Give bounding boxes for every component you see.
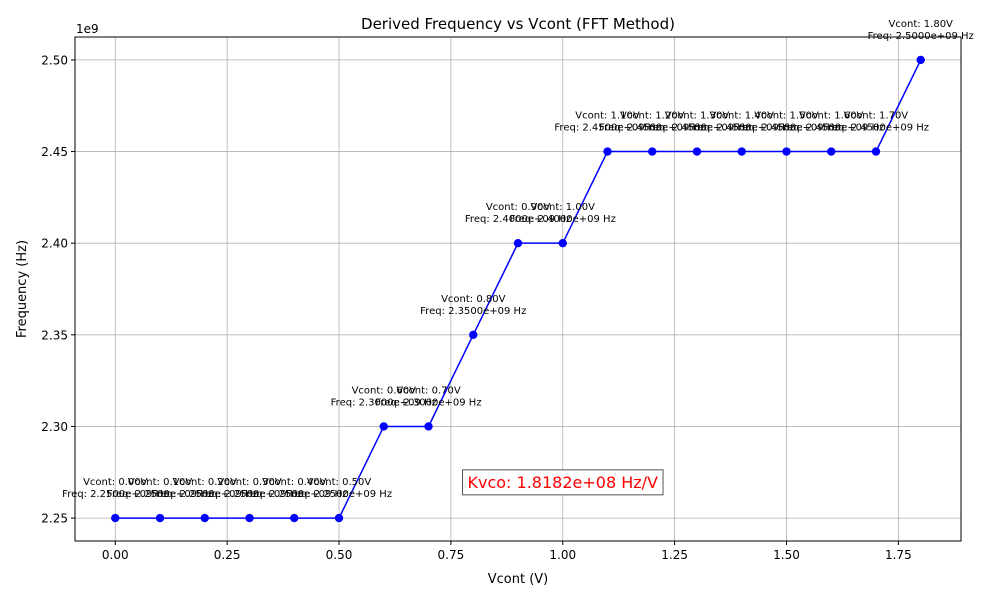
point-label-vcont: Vcont: 1.00V [531, 202, 596, 213]
point-label-vcont: Vcont: 1.30V [665, 111, 730, 122]
point-label-vcont: Vcont: 0.90V [486, 202, 551, 213]
point-label-vcont: Vcont: 1.70V [844, 111, 909, 122]
kvco-text: Kvco: 1.8182e+08 Hz/V [468, 473, 659, 492]
point-label-freq: Freq: 2.2500e+09 Hz [286, 489, 392, 500]
y-axis-label: Frequency (Hz) [15, 240, 30, 338]
x-tick-label: 1.25 [661, 548, 688, 562]
point-label-vcont: Vcont: 1.40V [710, 111, 775, 122]
point-label-freq: Freq: 2.3000e+09 Hz [375, 397, 481, 408]
x-axis-label: Vcont (V) [488, 572, 549, 587]
point-label-vcont: Vcont: 0.20V [173, 477, 238, 488]
data-points [111, 55, 925, 523]
point-label-vcont: Vcont: 1.20V [620, 111, 685, 122]
point-label-freq: Freq: 2.4500e+09 Hz [823, 123, 929, 134]
data-point [155, 513, 165, 523]
point-label-vcont: Vcont: 0.80V [441, 294, 506, 305]
point-label-vcont: Vcont: 0.50V [307, 477, 372, 488]
data-point [558, 238, 567, 248]
y-tick-label: 2.50 [41, 53, 68, 67]
point-label-vcont: Vcont: 0.00V [83, 477, 148, 488]
data-point [334, 513, 344, 523]
point-label-freq: Freq: 2.4500e+09 Hz [733, 123, 839, 134]
chart-title: Derived Frequency vs Vcont (FFT Method) [361, 15, 675, 33]
point-label-freq: Freq: 2.3500e+09 Hz [420, 306, 526, 317]
point-label-freq: Freq: 2.4500e+09 Hz [778, 123, 884, 134]
y-tick-label: 2.40 [41, 237, 68, 251]
point-label-freq: Freq: 2.2500e+09 Hz [62, 489, 168, 500]
point-label-vcont: Vcont: 1.60V [799, 111, 864, 122]
data-point [692, 147, 702, 156]
point-label-freq: Freq: 2.2500e+09 Hz [196, 489, 302, 500]
axes: 0.00 0.25 0.50 0.75 1.00 1.25 1.50 1.75 2.25 2.30… [41, 36, 962, 562]
point-label-vcont: Vcont: 0.70V [396, 385, 461, 396]
data-point [737, 147, 746, 156]
data-point [245, 513, 254, 523]
point-label-freq: Freq: 2.4500e+09 Hz [599, 123, 705, 134]
point-label-freq: Freq: 2.5000e+09 Hz [868, 31, 974, 42]
point-label-freq: Freq: 2.4500e+09 Hz [554, 123, 660, 134]
point-label-vcont: Vcont: 0.60V [352, 385, 417, 396]
data-point [916, 55, 925, 65]
point-label-vcont: Vcont: 0.30V [217, 477, 282, 488]
point-label-vcont: Vcont: 1.80V [889, 19, 954, 30]
y-tick-label: 2.35 [41, 328, 68, 342]
data-point [200, 513, 209, 523]
x-tick-label: 0.00 [102, 548, 129, 562]
point-label-freq: Freq: 2.4500e+09 Hz [644, 123, 750, 134]
point-label-vcont: Vcont: 1.10V [575, 111, 640, 122]
point-label-freq: Freq: 2.4000e+09 Hz [465, 214, 571, 225]
data-point [424, 422, 433, 431]
x-tick-label: 1.50 [773, 548, 800, 562]
x-tick-label: 0.25 [214, 548, 241, 562]
point-label-freq: Freq: 2.2500e+09 Hz [241, 489, 347, 500]
data-point [648, 147, 657, 156]
x-tick-label: 1.00 [549, 548, 576, 562]
plot-frame [74, 36, 962, 542]
x-tick-label: 1.75 [885, 548, 912, 562]
y-tick-label: 2.25 [41, 512, 68, 526]
y-offset-label: 1e9 [76, 22, 99, 36]
point-label-vcont: Vcont: 0.10V [128, 477, 193, 488]
data-point [513, 238, 523, 248]
data-point [290, 513, 299, 523]
point-label-freq: Freq: 2.2500e+09 Hz [107, 489, 213, 500]
x-tick-label: 0.75 [438, 548, 465, 562]
point-label-freq: Freq: 2.3000e+09 Hz [331, 397, 437, 408]
point-label-freq: Freq: 2.2500e+09 Hz [152, 489, 258, 500]
point-label-vcont: Vcont: 1.50V [754, 111, 819, 122]
y-tick-label: 2.30 [41, 420, 68, 434]
data-point [603, 147, 612, 156]
kvco-box: Kvco: 1.8182e+08 Hz/V [462, 469, 664, 496]
data-point [469, 330, 478, 340]
point-label-vcont: Vcont: 0.40V [262, 477, 327, 488]
data-point [827, 147, 836, 156]
data-point [111, 513, 120, 523]
point-label-freq: Freq: 2.4000e+09 Hz [510, 214, 616, 225]
x-tick-label: 0.50 [326, 548, 353, 562]
kvco-box-frame [462, 469, 664, 496]
point-label-freq: Freq: 2.4500e+09 Hz [689, 123, 795, 134]
data-point [379, 422, 388, 431]
y-tick-label: 2.45 [41, 145, 68, 159]
data-point [782, 147, 791, 156]
data-point [871, 147, 881, 156]
